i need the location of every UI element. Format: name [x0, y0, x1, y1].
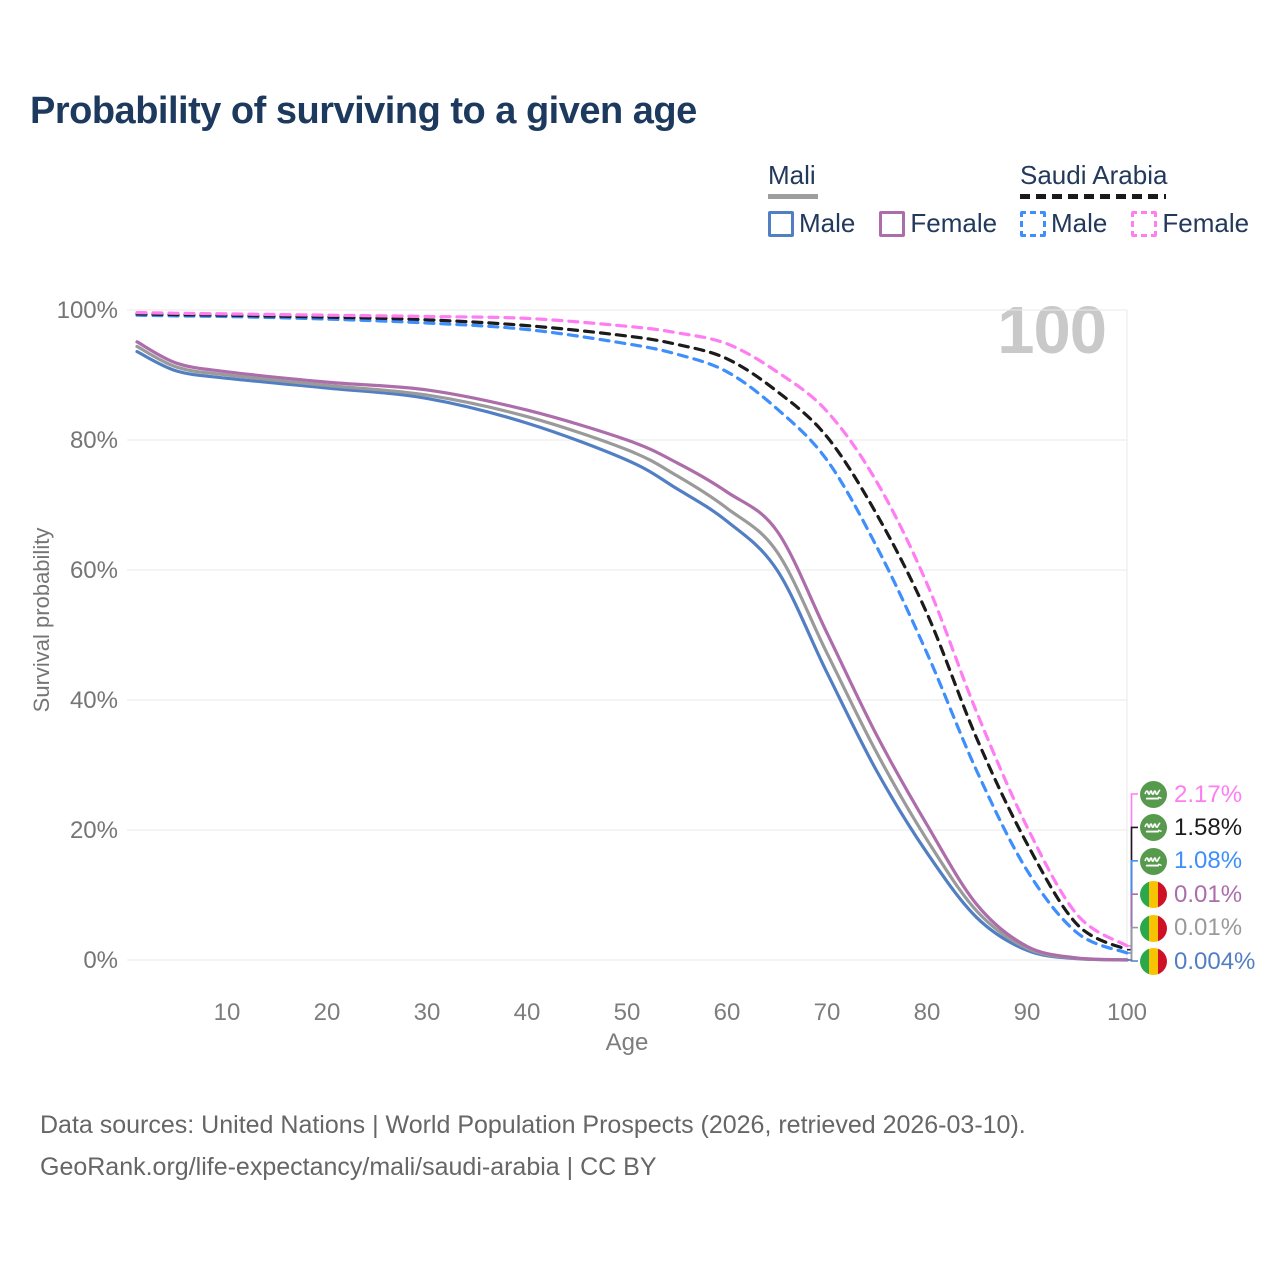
footer-data-sources: Data sources: United Nations | World Pop…: [40, 1111, 1026, 1139]
legend-group-saudi-arabia: Saudi Arabia Male Female: [1020, 160, 1249, 239]
end-label-connector-mali-male: [1127, 959, 1138, 962]
y-tick-label: 80%: [70, 427, 118, 454]
curve-mali-male: [135, 350, 1129, 962]
end-label-connector-saudi-arabia-both: [1127, 826, 1138, 951]
legend-item-label: Male: [1051, 208, 1108, 238]
x-tick-label: 40: [514, 999, 541, 1026]
end-label-value: 0.01%: [1174, 880, 1243, 908]
y-tick-label: 60%: [70, 557, 118, 584]
legend-title-mali: Mali: [768, 160, 816, 190]
legend-item-mali-female[interactable]: Female: [879, 208, 997, 239]
saudi-flag-icon: [1140, 847, 1167, 875]
end-label-value: 0.01%: [1174, 914, 1243, 942]
legend-item-label: Male: [799, 208, 856, 238]
curve-mali-both: [135, 344, 1129, 962]
end-label-mali-female: 0.01%: [1140, 881, 1242, 909]
end-label-value: 1.58%: [1174, 813, 1243, 841]
end-label-saudi-arabia-both: 1.58%: [1140, 814, 1242, 842]
mali-flag-icon: [1140, 948, 1167, 975]
end-label-value: 1.08%: [1174, 847, 1243, 875]
footer-attribution: GeoRank.org/life-expectancy/mali/saudi-a…: [40, 1153, 657, 1181]
x-tick-label: 100: [1107, 999, 1147, 1026]
x-tick-label: 50: [614, 999, 641, 1026]
legend-swatch-saudi-arabia-male[interactable]: [1020, 210, 1046, 237]
curve-mali-female: [135, 340, 1129, 962]
end-label-mali-male: 0.004%: [1140, 948, 1255, 976]
legend-items-mali: Male Female: [768, 208, 997, 239]
x-tick-label: 10: [214, 999, 241, 1026]
age-watermark: 100: [980, 292, 1107, 369]
legend-item-label: Female: [1162, 208, 1250, 238]
plot-area[interactable]: [127, 310, 1127, 960]
legend-swatch-mali-female[interactable]: [879, 210, 906, 237]
end-label-connector-saudi-arabia-male: [1127, 860, 1138, 954]
end-label-connector-mali-both: [1127, 926, 1138, 961]
legend-item-mali-male[interactable]: Male: [768, 208, 855, 239]
legend-underline-saudi-arabia: [1020, 194, 1166, 199]
legend-swatch-saudi-arabia-female[interactable]: [1131, 210, 1158, 237]
legend-group-mali: Mali Male Female: [768, 160, 997, 239]
legend-swatch-mali-male[interactable]: [768, 210, 794, 237]
y-tick-label: 20%: [70, 817, 118, 844]
end-label-mali-both: 0.01%: [1140, 914, 1242, 942]
y-tick-label: 0%: [83, 947, 118, 974]
x-tick-label: 70: [814, 999, 841, 1026]
end-label-saudi-arabia-female: 2.17%: [1140, 781, 1242, 809]
end-label-value: 0.004%: [1174, 947, 1256, 975]
x-tick-label: 20: [314, 999, 341, 1026]
y-tick-label: 100%: [57, 297, 118, 324]
chart-title: Probability of surviving to a given age: [30, 90, 697, 132]
end-label-connector-saudi-arabia-female: [1127, 793, 1138, 947]
saudi-flag-icon: [1140, 781, 1167, 808]
footer: Data sources: United Nations | World Pop…: [40, 1104, 1026, 1188]
y-tick-label: 40%: [70, 687, 118, 714]
saudi-flag-icon: [1140, 814, 1167, 842]
curve-saudi-arabia-male: [135, 313, 1129, 955]
legend-title-saudi-arabia: Saudi Arabia: [1020, 160, 1168, 190]
x-tick-label: 90: [1014, 999, 1041, 1026]
x-tick-label: 80: [914, 999, 941, 1026]
mali-flag-icon: [1140, 914, 1167, 942]
legend-item-saudi-arabia-female[interactable]: Female: [1131, 208, 1249, 239]
x-axis-label: Age: [606, 1029, 649, 1056]
legend-item-saudi-arabia-male[interactable]: Male: [1020, 208, 1107, 239]
legend-items-saudi-arabia: Male Female: [1020, 208, 1249, 239]
legend-item-label: Female: [910, 208, 998, 238]
legend-underline-mali: [768, 194, 818, 199]
end-label-value: 2.17%: [1174, 780, 1243, 808]
curve-saudi-arabia-both: [135, 312, 1129, 952]
end-label-saudi-arabia-male: 1.08%: [1140, 847, 1242, 875]
mali-flag-icon: [1140, 881, 1167, 909]
curve-saudi-arabia-female: [135, 311, 1129, 948]
x-tick-label: 30: [414, 999, 441, 1026]
x-tick-label: 60: [714, 999, 741, 1026]
